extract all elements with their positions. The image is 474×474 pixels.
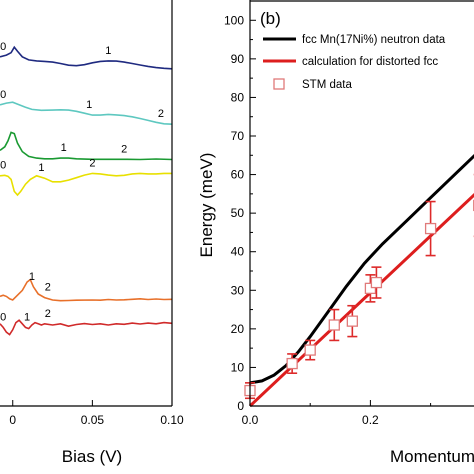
stm-point-7 bbox=[370, 276, 383, 289]
panel-b-y-tick-label-5: 50 bbox=[231, 206, 245, 220]
panel-a-x-axis-title: Bias (V) bbox=[62, 447, 122, 466]
legend-label-3: STM data bbox=[302, 79, 352, 91]
spectrum-curve-1 bbox=[0, 45, 173, 70]
stm-point-4 bbox=[328, 319, 340, 331]
panel-b-legend: fcc Mn(17Ni%) neutron data calculation fo… bbox=[263, 34, 446, 91]
spectrum-curve-3 bbox=[0, 131, 173, 161]
peak-label-5-1: 1 bbox=[29, 271, 35, 283]
peak-label-2-1: 0 bbox=[0, 89, 6, 101]
peak-label-6-2: 1 bbox=[24, 311, 30, 323]
panel-b-y-tick-label-7: 70 bbox=[231, 129, 245, 143]
panel-b-label: (b) bbox=[260, 9, 281, 28]
panel-b-dispersion: 0 10 20 30 40 50 60 70 80 90 100 0.0 0.2 (b) fcc Mn(… bbox=[197, 0, 474, 466]
panel-a-x-tick-label-1: 0.05 bbox=[81, 413, 105, 427]
peak-label-6-1: 0 bbox=[0, 311, 6, 323]
peak-label-5-2: 2 bbox=[45, 282, 51, 294]
peak-label-4-2: 1 bbox=[38, 162, 44, 174]
panel-b-line-calculation bbox=[248, 193, 474, 408]
peak-label-2-2: 1 bbox=[86, 99, 92, 111]
spectrum-curve-2 bbox=[0, 101, 173, 125]
panel-b-stm-points bbox=[244, 173, 474, 400]
panel-a-x-tick-label-2: 0.10 bbox=[160, 413, 184, 427]
panel-b-x-tick-label-1: 0.2 bbox=[362, 413, 379, 427]
legend-swatch-3 bbox=[273, 78, 285, 90]
panel-b-y-tick-label-8: 80 bbox=[231, 90, 245, 104]
panel-a-x-ticks: 0 0.05 0.10 bbox=[9, 400, 184, 427]
panel-b-y-tick-label-9: 90 bbox=[231, 52, 245, 66]
peak-label-1-1: 0 bbox=[0, 41, 6, 53]
panel-b-y-tick-label-4: 40 bbox=[231, 245, 245, 259]
panel-b-x-axis-title: Momentum bbox=[390, 447, 474, 466]
panel-b-y-tick-label-1: 10 bbox=[231, 360, 245, 374]
spectrum-curve-6 bbox=[0, 319, 173, 336]
panel-b-curves bbox=[248, 153, 474, 408]
peak-label-2-3: 2 bbox=[158, 108, 164, 120]
stm-point-3 bbox=[304, 344, 316, 356]
panel-b-y-tick-label-3: 30 bbox=[231, 283, 245, 297]
panel-b-y-tick-label-6: 60 bbox=[231, 168, 245, 182]
stm-point-5 bbox=[346, 315, 358, 327]
peak-label-3-2: 2 bbox=[121, 143, 127, 155]
peak-label-6-3: 2 bbox=[45, 308, 51, 320]
legend-label-2: calculation for distorted fcc bbox=[302, 56, 438, 68]
peak-label-4-3: 2 bbox=[89, 157, 95, 169]
panel-b-ticks: 0 10 20 30 40 50 60 70 80 90 100 0.0 0.2 bbox=[224, 13, 432, 427]
peak-label-3-1: 1 bbox=[61, 142, 67, 154]
peak-label-4-1: 0 bbox=[0, 159, 6, 171]
stm-point-2 bbox=[286, 357, 298, 370]
stm-point-6 bbox=[364, 282, 377, 295]
panel-b-line-neutron bbox=[249, 153, 474, 385]
spectrum-curve-4 bbox=[0, 172, 172, 197]
panel-b-y-axis-title: Energy (meV) bbox=[197, 153, 216, 258]
peak-label-1-2: 1 bbox=[105, 45, 111, 57]
panel-b-x-tick-label-0: 0.0 bbox=[242, 413, 259, 427]
panel-a-x-tick-label-0: 0 bbox=[9, 413, 16, 427]
panel-b-y-tick-label-10: 100 bbox=[224, 13, 244, 27]
spectrum-curve-5 bbox=[0, 278, 173, 302]
panel-a-curves bbox=[0, 45, 173, 336]
legend-label-1: fcc Mn(17Ni%) neutron data bbox=[302, 34, 446, 46]
panel-b-y-tick-label-0: 0 bbox=[237, 399, 244, 413]
stm-point-8 bbox=[424, 222, 437, 235]
panel-b-y-tick-label-2: 20 bbox=[231, 322, 245, 336]
